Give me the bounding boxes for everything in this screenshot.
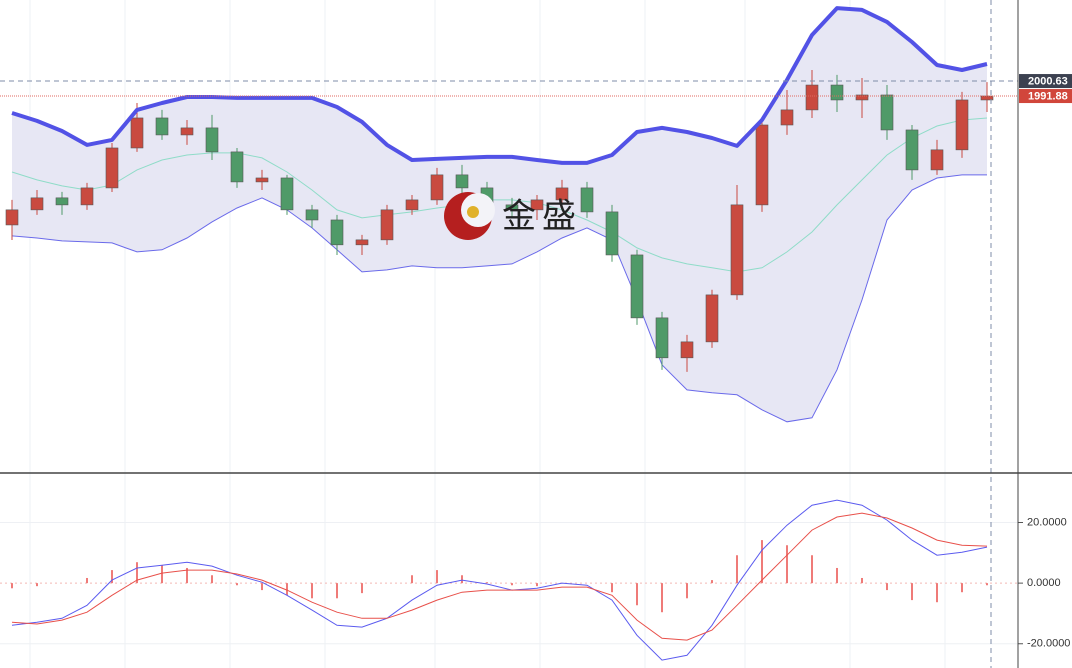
candle-body — [30, 197, 44, 211]
y-tick-label: 0.0000 — [1027, 577, 1061, 589]
candle-body — [555, 187, 569, 201]
candle-body — [130, 117, 144, 149]
candle-body — [280, 177, 294, 211]
last-price-label: 1991.88 — [1028, 90, 1068, 102]
candle-body — [705, 294, 719, 343]
candle-body — [80, 187, 94, 206]
candle-body — [155, 117, 169, 136]
candle-body — [5, 209, 19, 226]
candle-body — [505, 204, 519, 211]
y-tick-label: -20.0000 — [1027, 638, 1070, 650]
candle-body — [880, 94, 894, 131]
watermark-logo-dot — [467, 206, 479, 218]
candle-body — [105, 147, 119, 189]
candle-body — [730, 204, 744, 296]
candle-body — [830, 84, 844, 101]
watermark-text: 金盛 — [502, 197, 582, 237]
candle-body — [180, 127, 194, 136]
crosshair-label-box — [1019, 74, 1072, 89]
macd-line — [11, 512, 988, 641]
candle-body — [530, 199, 544, 211]
last-price-label-box — [1019, 89, 1072, 104]
candle-body — [455, 174, 469, 189]
candle-body — [430, 174, 444, 201]
candle-body — [680, 341, 694, 359]
candle-body — [205, 127, 219, 153]
band-fill — [12, 8, 987, 422]
y-tick-label: 20.0000 — [1027, 516, 1067, 528]
macd-line — [11, 499, 988, 661]
crosshair-label: 2000.63 — [1028, 75, 1068, 87]
candle-body — [630, 254, 644, 319]
candle-body — [580, 187, 594, 213]
candle-body — [330, 219, 344, 246]
candle-body — [855, 94, 869, 101]
candle-body — [355, 239, 369, 246]
candle-body — [780, 109, 794, 126]
lower-band — [11, 174, 987, 423]
candle-body — [605, 211, 619, 256]
candle-body — [905, 129, 919, 171]
candle-body — [230, 151, 244, 183]
candle-body — [930, 149, 944, 171]
candle-body — [955, 99, 969, 151]
candle-body — [805, 84, 819, 111]
candle-body — [255, 177, 269, 183]
watermark: 金盛 — [444, 192, 582, 240]
candle-body — [380, 209, 394, 241]
candle-body — [755, 124, 769, 206]
middle-band — [11, 117, 988, 273]
upper-band — [11, 6, 988, 165]
candle-body — [405, 199, 419, 211]
candle-body — [305, 209, 319, 221]
candle-body — [655, 317, 669, 359]
candle-body — [55, 197, 69, 206]
